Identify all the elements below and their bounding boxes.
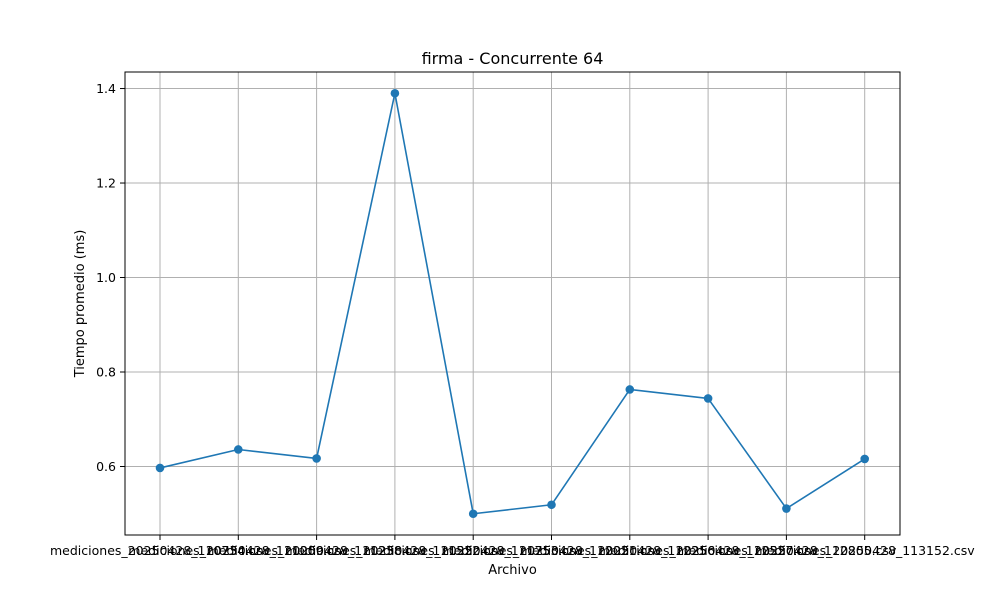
y-tick-label: 0.8 <box>96 365 116 380</box>
x-tick-label: mediciones_20250428_113152.csv <box>755 543 976 558</box>
x-tick-label: mediciones_20250428_112021.csv <box>442 543 663 558</box>
x-tick-label: mediciones_20250428_111009.csv <box>128 543 349 558</box>
x-tick-label: mediciones_20250428_110734.csv <box>50 543 271 558</box>
axis-ticks: mediciones_20250428_110734.csvmediciones… <box>50 81 975 558</box>
y-tick-label: 1.4 <box>96 81 116 96</box>
x-tick-label: mediciones_20250428_112527.csv <box>598 543 819 558</box>
data-point <box>155 463 165 473</box>
x-tick-label: mediciones_20250428_112805.csv <box>676 543 897 558</box>
y-axis-label: Tiempo promedio (ms) <box>73 230 88 379</box>
y-tick-label: 0.6 <box>96 459 116 474</box>
data-point <box>390 88 400 98</box>
data-point <box>234 445 243 454</box>
x-tick-label: mediciones_20250428_111238.csv <box>207 543 428 558</box>
y-tick-label: 1.2 <box>96 176 116 191</box>
data-point <box>703 394 713 403</box>
data-point <box>860 454 869 464</box>
x-tick-label: mediciones_20250428_111522.csv <box>285 543 506 558</box>
x-tick-label: mediciones_20250428_112256.csv <box>520 543 741 558</box>
x-axis-label: Archivo <box>488 563 537 578</box>
y-tick-label: 1.0 <box>96 270 116 285</box>
series-line <box>159 92 866 515</box>
data-point <box>312 454 321 463</box>
data-point <box>547 500 556 510</box>
data-point <box>468 509 478 519</box>
x-tick-label: mediciones_20250428_111753.csv <box>363 543 584 558</box>
chart-title: firma - Concurrente 64 <box>422 49 604 68</box>
data-point <box>625 385 635 394</box>
plot-area-frame <box>124 71 901 536</box>
series-layer <box>155 88 869 519</box>
data-point <box>782 504 791 513</box>
